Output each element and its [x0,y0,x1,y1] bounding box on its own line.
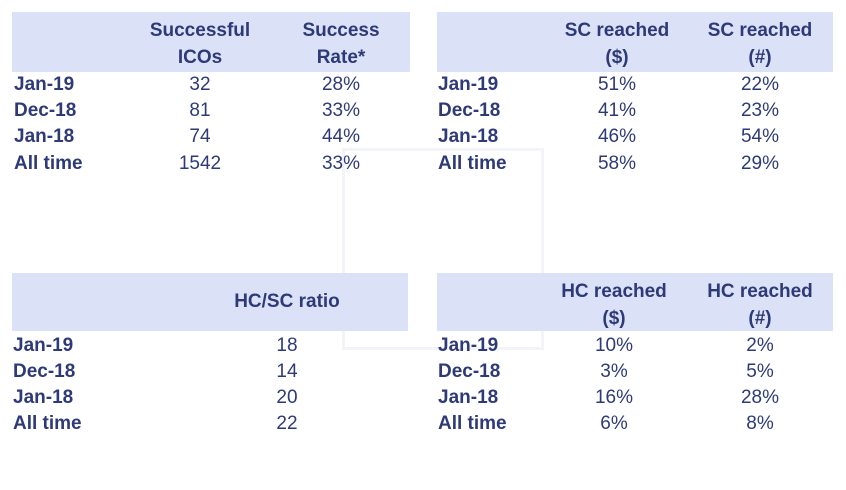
cell: 16% [594,387,634,408]
row-label: Jan-19 [438,74,499,95]
row-label: Jan-19 [13,335,74,356]
cell: 23% [740,100,780,121]
column-header: ($) [605,47,629,68]
row-label: Jan-18 [14,126,75,147]
cell: 58% [597,153,637,174]
cell: 81 [189,100,211,121]
header-band [12,273,408,331]
cell: 32 [189,74,211,95]
column-header: Successful [149,20,251,41]
column-header: Rate* [316,47,366,68]
cell: 3% [600,361,628,382]
column-header: ICOs [177,47,223,68]
cell: 5% [746,361,774,382]
cell: 54% [740,126,780,147]
header-band [437,273,833,331]
row-label: Dec-18 [438,100,501,121]
cell: 22% [740,74,780,95]
row-label: Jan-18 [438,126,499,147]
row-label: Jan-18 [13,387,74,408]
cell: 10% [594,335,634,356]
cell: 46% [597,126,637,147]
cell: 33% [321,100,361,121]
cell: 41% [597,100,637,121]
row-label: Jan-18 [438,387,499,408]
cell: 14 [276,361,298,382]
header-band [12,12,410,72]
cell: 28% [321,74,361,95]
row-label: All time [438,413,507,434]
column-header: Success [302,20,380,41]
row-label: Dec-18 [14,100,77,121]
column-header: SC reached [564,20,670,41]
cell: 18 [276,335,298,356]
row-label: All time [438,153,507,174]
column-header: ($) [602,308,626,329]
cell: 28% [740,387,780,408]
cell: 44% [321,126,361,147]
cell: 29% [740,153,780,174]
column-header: SC reached [707,20,813,41]
cell: 6% [600,413,628,434]
cell: 33% [321,153,361,174]
cell: 20 [276,387,298,408]
header-band [437,12,833,72]
row-label: Dec-18 [438,361,501,382]
column-header: HC reached [561,281,667,302]
column-header: (#) [748,308,772,329]
watermark [342,148,544,350]
cell: 2% [746,335,774,356]
row-label: Dec-18 [13,361,76,382]
cell: 22 [276,413,298,434]
column-header: (#) [748,47,772,68]
column-header: HC/SC ratio [234,291,340,312]
row-label: Jan-19 [14,74,75,95]
row-label: All time [13,413,82,434]
cell: 51% [597,74,637,95]
column-header: HC reached [707,281,813,302]
row-label: All time [14,153,83,174]
row-label: Jan-19 [438,335,499,356]
cell: 8% [746,413,774,434]
cell: 74 [189,126,211,147]
cell: 1542 [178,153,222,174]
